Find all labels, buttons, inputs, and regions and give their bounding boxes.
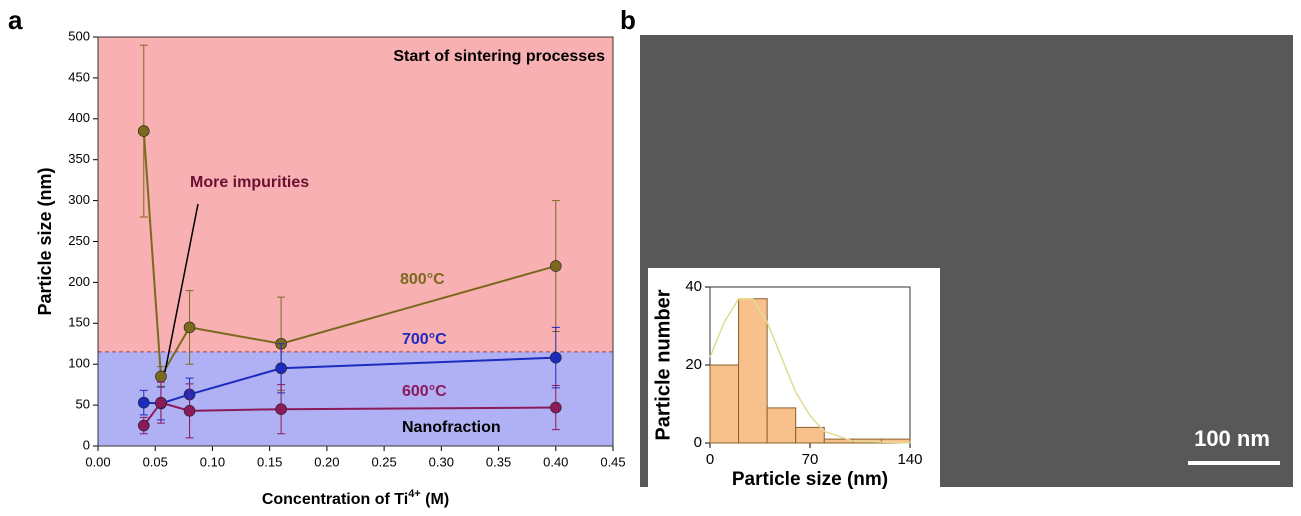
y-tick-label: 50 [76,397,90,412]
y-tick-label: 450 [68,69,90,84]
x-tick-label: 0.45 [600,454,625,469]
data-point [155,370,167,383]
data-point [275,362,287,375]
data-point [137,419,150,432]
data-point [275,403,287,415]
x-tick-label: 0.05 [143,454,168,469]
x-tick-label: 0.00 [85,454,110,469]
plot-frame [97,36,614,447]
data-point [183,321,196,334]
x-tick-label: 0.35 [486,454,511,469]
y-tick-label: 250 [68,233,90,248]
data-point [549,260,562,272]
data-point [137,125,150,137]
y-axis-label: Particle number [652,289,674,440]
panel-label: b [620,5,636,35]
series-label: 600°C [402,383,447,400]
scale-bar-label: 100 nm [1194,426,1270,451]
x-tick-label: 0.10 [200,454,225,469]
histogram-bar [795,426,825,444]
fit-curve [709,297,911,444]
histogram-bar [738,298,768,444]
y-tick-label: 150 [68,315,90,330]
data-point [137,396,150,409]
x-axis-label-part: Concentration of Ti [262,491,408,508]
x-tick-label: 0.30 [429,454,454,469]
y-axis-label: Particle size (nm) [35,167,55,315]
sintering-region [98,37,613,352]
x-tick-label: 0.20 [314,454,339,469]
data-point [155,396,167,409]
x-axis-label-part: 4+ [408,488,421,500]
x-axis-label-part: (M) [421,491,449,508]
x-tick-label: 140 [897,451,922,468]
nanofraction-region [98,351,613,446]
series-label: 700°C [402,331,447,348]
x-tick-label: 0.40 [543,454,568,469]
y-tick-label: 40 [685,278,702,295]
y-tick-label: 200 [68,274,90,289]
series-label: 800°C [400,271,445,288]
annotation: More impurities [190,174,309,191]
x-axis-label: Concentration of Ti4+ (M) [262,488,449,508]
inset-background [648,268,940,496]
panel-label: a [8,5,23,35]
data-point [549,401,562,414]
histogram-bar [766,407,797,444]
x-tick-label: 0.15 [257,454,282,469]
annotation-arrow [164,203,199,373]
x-tick-label: 70 [802,451,819,468]
y-tick-label: 0 [694,434,702,451]
y-tick-label: 350 [68,151,90,166]
y-tick-label: 0 [83,437,90,452]
y-tick-label: 20 [685,356,702,373]
y-tick-label: 500 [68,28,90,43]
y-tick-label: 400 [68,110,90,125]
data-point [183,405,196,417]
y-tick-label: 100 [68,356,90,371]
x-tick-label: 0.25 [371,454,396,469]
y-tick-label: 300 [68,192,90,207]
x-axis-label: Particle size (nm) [732,469,888,490]
annotation: Nanofraction [402,419,501,436]
histogram-bar [709,364,740,444]
data-point [549,351,562,364]
annotation: Start of sintering processes [393,48,605,65]
x-tick-label: 0 [706,451,714,468]
